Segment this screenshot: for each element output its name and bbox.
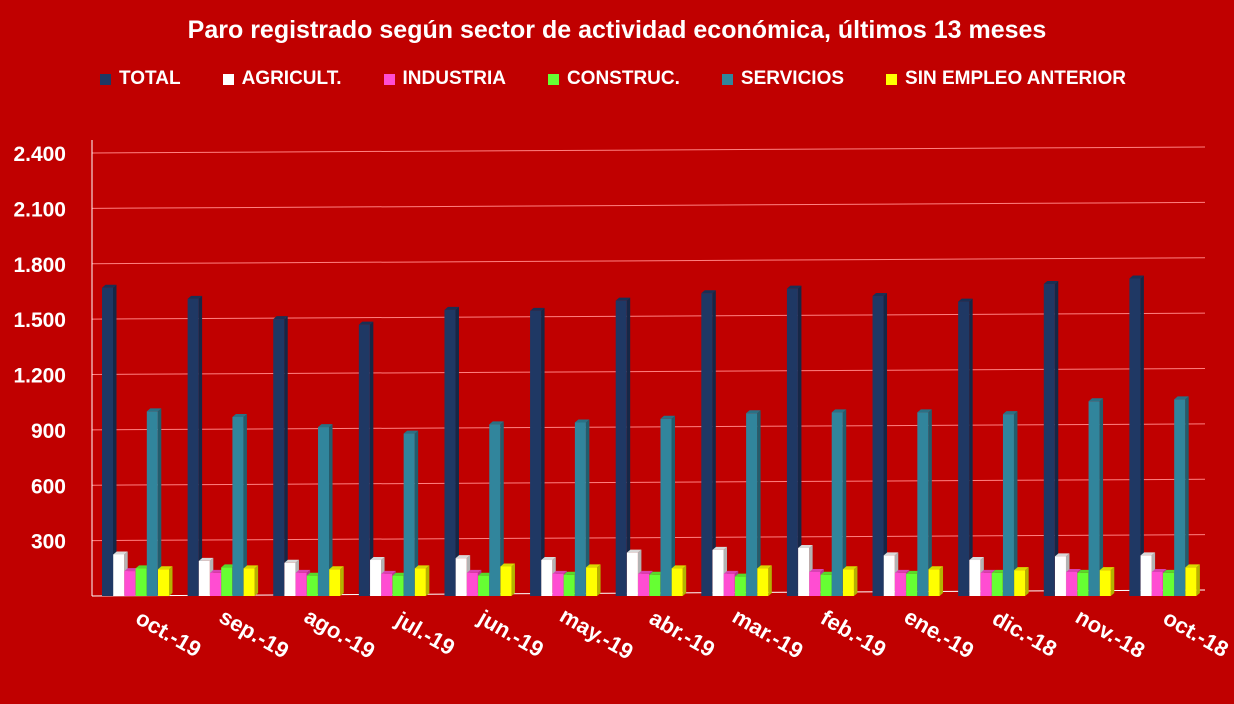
gridline <box>91 146 1206 154</box>
legend-label: AGRICULT. <box>241 68 342 89</box>
bar <box>1043 281 1059 596</box>
legend-swatch <box>222 73 234 85</box>
y-tick-label: 2.400 <box>13 143 66 166</box>
x-tick-label: ago.-19 <box>300 603 379 663</box>
y-tick-label: 1.800 <box>13 254 66 277</box>
x-tick-label: feb.-19 <box>817 605 891 662</box>
legend-label: CONSTRUC. <box>566 68 680 89</box>
bar <box>243 565 259 596</box>
bar <box>615 297 631 596</box>
gridline <box>91 368 1206 375</box>
x-tick-label: jun.-19 <box>473 604 548 662</box>
bar <box>831 409 847 596</box>
legend-swatch <box>383 73 395 85</box>
bar <box>146 408 162 596</box>
bar <box>158 566 173 596</box>
bar <box>318 424 333 596</box>
bar <box>842 566 858 596</box>
y-tick-label: 900 <box>31 420 66 443</box>
bar <box>586 564 601 596</box>
legend-label: SIN EMPLEO ANTERIOR <box>905 68 1127 89</box>
bar <box>1088 398 1104 596</box>
legend-swatch <box>547 73 559 85</box>
gridline <box>91 423 1206 431</box>
bar <box>786 285 802 596</box>
bar <box>958 298 973 596</box>
legend-swatch <box>721 73 733 85</box>
bar <box>329 566 344 596</box>
bar <box>574 419 590 596</box>
bar <box>187 295 203 596</box>
bar <box>872 293 888 596</box>
bar <box>489 421 504 596</box>
bar <box>530 307 545 596</box>
bar <box>273 316 288 596</box>
x-tick-label: ene.-19 <box>900 604 978 664</box>
legend-swatch <box>100 73 111 85</box>
bar <box>1185 564 1200 596</box>
x-tick-label: jul.-19 <box>391 606 459 660</box>
y-tick-label: 2.100 <box>13 198 66 221</box>
bar <box>701 290 716 596</box>
y-tick-label: 300 <box>31 531 66 554</box>
bar <box>928 566 944 596</box>
bar <box>358 321 374 596</box>
bar <box>1099 567 1115 596</box>
gridline <box>91 478 1206 486</box>
x-tick-label: dic.-18 <box>988 605 1061 662</box>
x-tick-label: may.-19 <box>556 603 638 665</box>
chart-legend: TOTAL AGRICULT. INDUSTRIA CONSTRUC. SERVICIO… <box>100 66 1126 92</box>
bar <box>917 409 932 596</box>
bar <box>444 306 459 596</box>
y-tick-label: 600 <box>31 475 66 498</box>
legend-item: INDUSTRIA <box>383 66 506 92</box>
legend-item: SERVICIOS <box>721 66 845 92</box>
y-tick-label: 1.500 <box>13 309 66 332</box>
bar <box>746 410 761 596</box>
bar <box>1129 275 1144 596</box>
bar <box>232 413 247 596</box>
bar <box>1174 396 1189 596</box>
x-tick-label: sep.-19 <box>215 604 293 664</box>
bar <box>102 284 117 596</box>
bar <box>1002 411 1018 596</box>
gridline <box>91 312 1206 320</box>
bar <box>757 565 772 596</box>
legend-item: CONSTRUC. <box>547 66 680 92</box>
gridline <box>91 534 1206 542</box>
bar <box>500 563 515 596</box>
x-tick-label: abr.-19 <box>645 605 719 662</box>
legend-item: SIN EMPLEO ANTERIOR <box>886 66 1126 92</box>
legend-swatch <box>886 73 898 85</box>
bar <box>414 565 430 596</box>
legend-label: SERVICIOS <box>740 68 845 89</box>
legend-label: INDUSTRIA <box>402 68 506 89</box>
bar <box>671 565 687 596</box>
bar <box>660 415 675 596</box>
gridline <box>91 201 1206 209</box>
legend-item: TOTAL <box>100 66 181 92</box>
y-tick-label: 1.200 <box>13 365 66 388</box>
x-tick-label: nov.-18 <box>1071 604 1149 663</box>
legend-item: AGRICULT. <box>222 66 342 92</box>
bar <box>403 430 419 596</box>
chart-title: Paro registrado según sector de activida… <box>187 16 1047 44</box>
legend-label: TOTAL <box>119 68 181 89</box>
x-tick-label: mar.-19 <box>728 603 807 663</box>
x-tick-label: oct.-18 <box>1159 605 1233 662</box>
x-tick-label: oct.-19 <box>132 605 206 662</box>
gridline <box>91 257 1206 265</box>
bar <box>1014 567 1029 596</box>
